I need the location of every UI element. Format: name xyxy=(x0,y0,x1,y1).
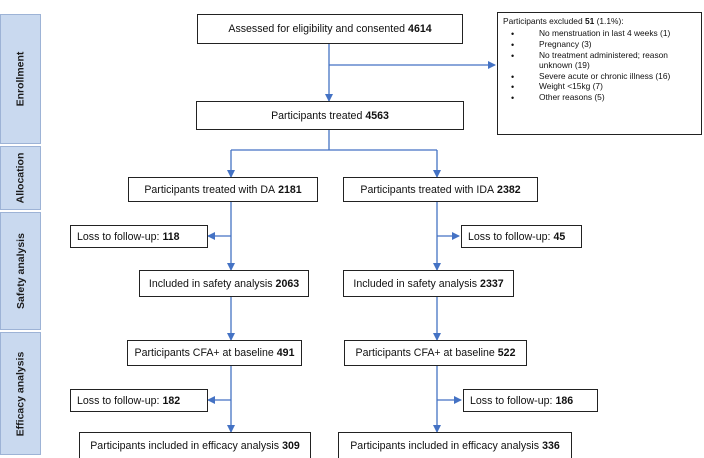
excluded-reason: Weight <15kg (7) xyxy=(503,82,696,93)
excluded-reason: Other reasons (5) xyxy=(503,92,696,103)
box-da-loss2-value: 182 xyxy=(162,394,181,407)
box-treated: Participants treated 4563 xyxy=(196,101,464,130)
box-da-cfa-label: Participants CFA+ at baseline xyxy=(134,347,274,359)
box-ida-efficacy-label: Participants included in efficacy analys… xyxy=(350,439,540,452)
box-assessed: Assessed for eligibility and consented 46… xyxy=(197,14,463,44)
box-ida: Participants treated with IDA 2382 xyxy=(343,177,538,202)
box-da-loss2: Loss to follow-up: 182 xyxy=(70,389,208,412)
excluded-pct: (1.1%): xyxy=(596,16,624,26)
box-ida-cfa-label: Participants CFA+ at baseline xyxy=(355,347,495,359)
box-treated-label: Participants treated xyxy=(271,109,363,122)
box-da-cfa-value: 491 xyxy=(276,347,295,359)
box-da-loss2-label: Loss to follow-up: xyxy=(77,394,160,407)
box-treated-value: 4563 xyxy=(365,109,389,122)
box-da-safety: Included in safety analysis 2063 xyxy=(139,270,309,297)
excluded-reason: No treatment administered; reason unknow… xyxy=(503,50,696,71)
box-da-efficacy-value: 309 xyxy=(282,439,300,452)
excluded-reason: Pregnancy (3) xyxy=(503,39,696,50)
excluded-heading: Participants excluded 51 (1.1%): xyxy=(503,16,696,27)
excluded-reason: Severe acute or chronic illness (16) xyxy=(503,71,696,82)
box-da-cfa: Participants CFA+ at baseline 491 xyxy=(127,340,302,366)
box-excluded: Participants excluded 51 (1.1%): No mens… xyxy=(497,12,702,135)
box-ida-loss2: Loss to follow-up: 186 xyxy=(463,389,598,412)
excluded-value: 51 xyxy=(584,16,595,26)
box-assessed-value: 4614 xyxy=(408,23,432,35)
phase-allocation: Allocation xyxy=(0,146,41,210)
box-da-label: Participants treated with DA xyxy=(144,183,276,196)
box-da-efficacy-label: Participants included in efficacy analys… xyxy=(90,439,280,452)
box-ida-safety: Included in safety analysis 2337 xyxy=(343,270,514,297)
excluded-reason: No menstruation in last 4 weeks (1) xyxy=(503,28,696,39)
excluded-label: Participants excluded xyxy=(503,16,583,26)
box-ida-loss2-label: Loss to follow-up: xyxy=(470,394,553,407)
box-da-loss1-value: 118 xyxy=(162,230,180,243)
excluded-reasons-list: No menstruation in last 4 weeks (1) Preg… xyxy=(503,28,696,104)
box-ida-safety-value: 2337 xyxy=(480,277,504,290)
box-assessed-label: Assessed for eligibility and consented xyxy=(228,23,406,35)
box-ida-loss1: Loss to follow-up: 45 xyxy=(461,225,582,248)
box-ida-cfa-value: 522 xyxy=(497,347,516,359)
box-ida-efficacy: Participants included in efficacy analys… xyxy=(338,432,572,458)
box-da-value: 2181 xyxy=(278,183,302,196)
phase-enrollment: Enrollment xyxy=(0,14,41,144)
box-da-efficacy: Participants included in efficacy analys… xyxy=(79,432,311,458)
box-ida-value: 2382 xyxy=(497,183,521,196)
box-ida-label: Participants treated with IDA xyxy=(360,183,495,196)
box-ida-cfa: Participants CFA+ at baseline 522 xyxy=(344,340,527,366)
box-ida-loss1-value: 45 xyxy=(553,230,566,243)
box-ida-loss2-value: 186 xyxy=(555,394,574,407)
box-da-loss1: Loss to follow-up: 118 xyxy=(70,225,208,248)
box-da-safety-label: Included in safety analysis xyxy=(148,277,273,290)
box-ida-safety-label: Included in safety analysis xyxy=(353,277,478,290)
phase-efficacy-analysis: Efficacy analysis xyxy=(0,332,41,455)
box-da: Participants treated with DA 2181 xyxy=(128,177,318,202)
box-da-safety-value: 2063 xyxy=(275,277,300,290)
box-ida-loss1-label: Loss to follow-up: xyxy=(468,230,551,243)
box-da-loss1-label: Loss to follow-up: xyxy=(77,230,160,243)
phase-safety-analysis: Safety analysis xyxy=(0,212,41,330)
box-ida-efficacy-value: 336 xyxy=(542,439,560,452)
